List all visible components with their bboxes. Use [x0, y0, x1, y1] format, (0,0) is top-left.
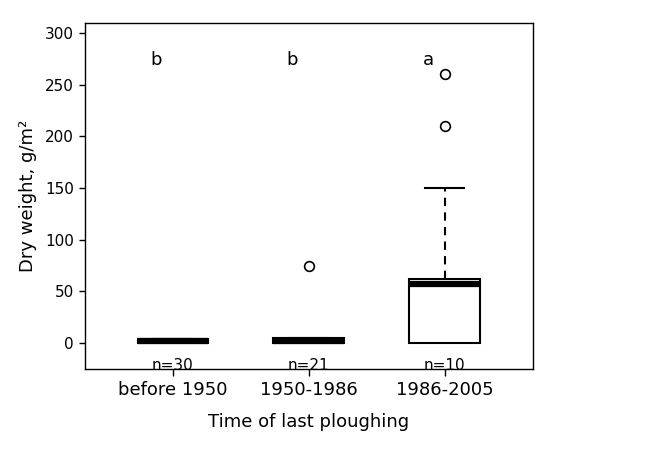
Y-axis label: Dry weight, g/m²: Dry weight, g/m² — [19, 120, 37, 272]
Text: a: a — [422, 51, 434, 69]
Text: n=30: n=30 — [152, 358, 194, 373]
X-axis label: Time of last ploughing: Time of last ploughing — [208, 413, 410, 431]
Text: n=21: n=21 — [288, 358, 330, 373]
Text: n=10: n=10 — [424, 358, 465, 373]
Bar — [274, 338, 344, 343]
Bar — [410, 279, 480, 343]
Text: b: b — [151, 51, 162, 69]
Text: b: b — [287, 51, 298, 69]
Bar — [138, 339, 208, 343]
